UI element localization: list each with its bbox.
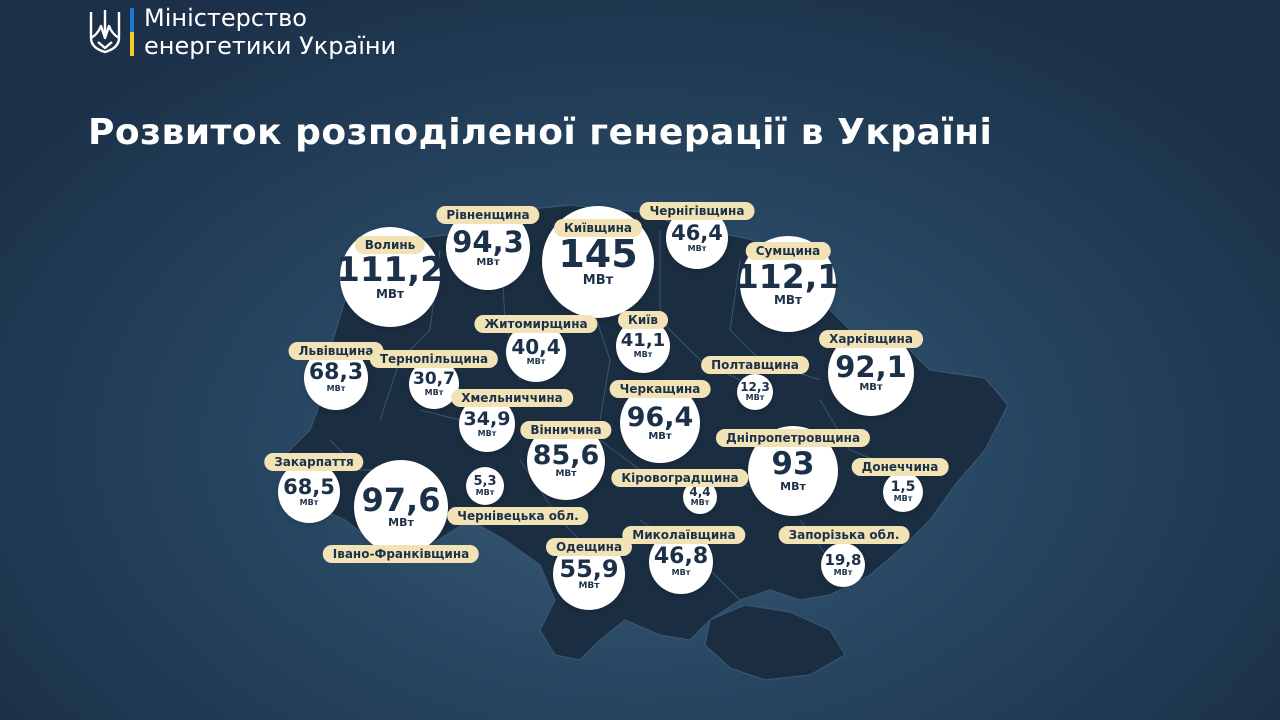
region-unit: МВт xyxy=(893,494,913,504)
region-value: 4,4 xyxy=(689,485,711,500)
region-unit: МВт xyxy=(555,469,577,480)
region-label: Житомирщина xyxy=(474,315,598,333)
region-label: Київщина xyxy=(554,219,642,237)
region-bubble: 12,3 МВт xyxy=(737,374,773,410)
region-value: 40,4 xyxy=(511,335,561,360)
region-value: 68,5 xyxy=(283,474,335,499)
region-label: Тернопільщина xyxy=(369,350,499,368)
region-unit: МВт xyxy=(773,293,803,308)
region-bubble: 19,8 МВт xyxy=(821,543,865,587)
trident-icon xyxy=(89,10,121,54)
region-label: Сумщина xyxy=(745,242,831,260)
region-bubble: 5,3 МВт xyxy=(466,467,504,505)
region-label: Донеччина xyxy=(851,458,949,476)
region-value: 111,2 xyxy=(336,249,444,290)
region-unit: МВт xyxy=(833,567,853,577)
region-label: Чернівецька обл. xyxy=(447,507,589,525)
region-label: Дніпропетровщина xyxy=(715,429,871,447)
region-bubble: 1,5 МВт xyxy=(883,472,923,512)
flag-bar xyxy=(130,8,134,56)
ministry-line1: Міністерство xyxy=(144,4,307,32)
region-bubble: 97,6 МВт xyxy=(354,460,448,554)
page-title: Розвиток розподіленої генерації в Україн… xyxy=(88,112,993,153)
region-unit: МВт xyxy=(633,350,653,360)
region-label: Закарпаття xyxy=(264,453,364,471)
region-value: 93 xyxy=(771,445,815,482)
region-unit: МВт xyxy=(476,256,500,268)
region-label: Волинь xyxy=(354,236,426,254)
region-value: 112,1 xyxy=(735,257,841,297)
region-value: 96,4 xyxy=(626,401,694,433)
region-value: 19,8 xyxy=(824,550,862,569)
region-value: 94,3 xyxy=(452,224,524,259)
region-unit: МВт xyxy=(424,387,444,397)
region-unit: МВт xyxy=(687,243,707,253)
region-value: 55,9 xyxy=(559,554,619,583)
region-value: 46,8 xyxy=(653,544,709,570)
region-label: Одещина xyxy=(545,538,633,556)
region-unit: МВт xyxy=(375,286,405,301)
region-label: Львівщина xyxy=(288,342,384,360)
region-label: Миколаївщина xyxy=(622,526,746,544)
region-unit: МВт xyxy=(299,497,319,507)
region-unit: МВт xyxy=(475,487,495,497)
region-label: Кіровоградщина xyxy=(611,469,749,487)
region-unit: МВт xyxy=(477,428,497,438)
region-value: 145 xyxy=(558,232,638,277)
region-label: Рівненщина xyxy=(436,206,540,224)
region-label: Харківщина xyxy=(819,330,923,348)
region-unit: МВт xyxy=(326,384,346,394)
region-value: 5,3 xyxy=(473,473,497,489)
region-label: Івано-Франківщина xyxy=(322,545,480,563)
region-unit: МВт xyxy=(671,568,691,578)
region-value: 34,9 xyxy=(463,407,511,430)
region-label: Чернігівщина xyxy=(639,202,755,220)
region-value: 1,5 xyxy=(890,479,916,496)
region-label: Київ xyxy=(618,311,668,329)
region-unit: МВт xyxy=(582,273,614,289)
region-unit: МВт xyxy=(859,381,883,393)
crimea-shape xyxy=(704,604,846,681)
ministry-header: Міністерство енергетики України xyxy=(88,4,396,60)
region-label: Вінничина xyxy=(520,421,612,439)
region-value: 46,4 xyxy=(671,220,723,245)
ministry-line2: енергетики України xyxy=(144,32,397,60)
region-bubble: 68,5 МВт xyxy=(278,461,340,523)
region-unit: МВт xyxy=(578,580,600,591)
region-value: 92,1 xyxy=(835,349,907,384)
region-value: 30,7 xyxy=(413,368,455,389)
region-unit: МВт xyxy=(526,357,546,367)
region-value: 12,3 xyxy=(740,380,770,395)
region-label: Запорізька обл. xyxy=(778,526,910,544)
ministry-name: Міністерство енергетики України xyxy=(144,4,396,60)
region-value: 97,6 xyxy=(361,481,441,520)
region-label: Черкащина xyxy=(609,380,711,398)
region-unit: МВт xyxy=(690,498,710,508)
region-value: 85,6 xyxy=(532,440,600,472)
region-unit: МВт xyxy=(780,479,806,493)
region-unit: МВт xyxy=(648,430,672,442)
region-label: Хмельниччина xyxy=(451,389,573,407)
region-value: 41,1 xyxy=(620,330,666,352)
region-label: Полтавщина xyxy=(701,356,809,374)
region-unit: МВт xyxy=(745,393,765,403)
region-unit: МВт xyxy=(388,516,414,530)
region-value: 68,3 xyxy=(308,360,364,386)
